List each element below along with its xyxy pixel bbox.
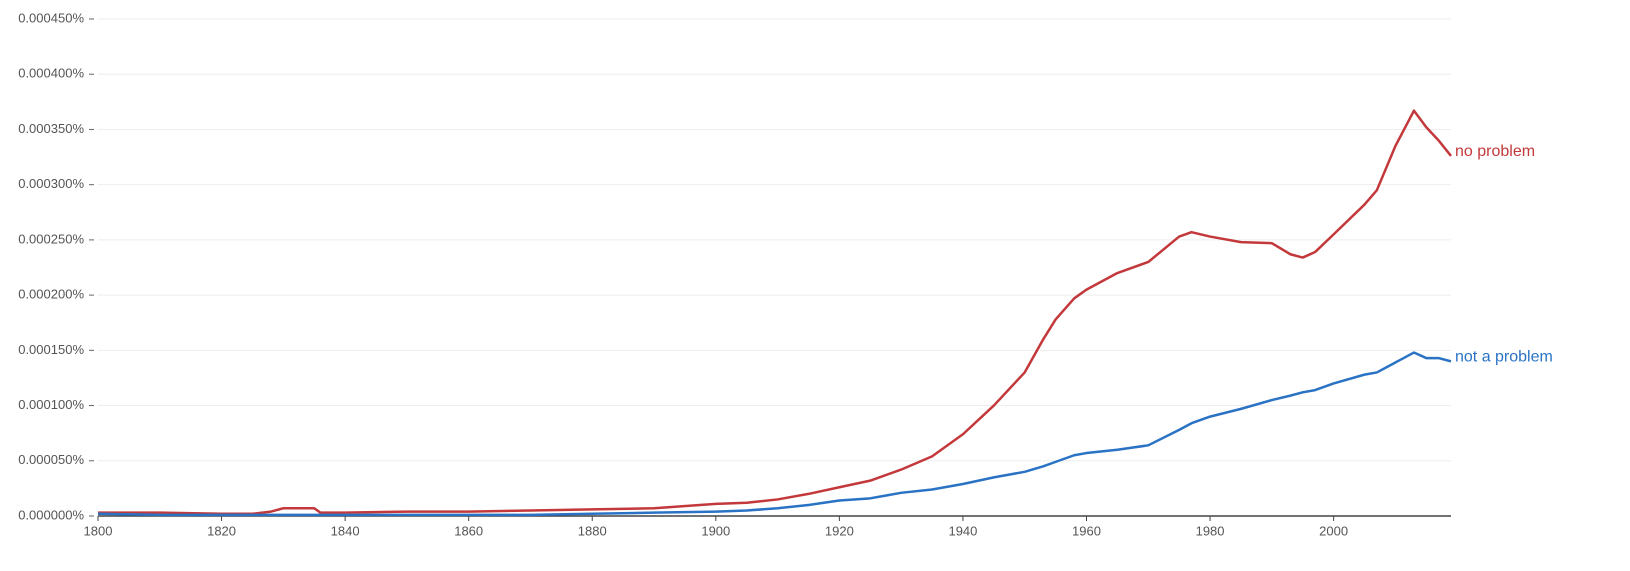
x-tick-label: 1960 — [1072, 523, 1101, 538]
series-label: no problem — [1455, 143, 1535, 160]
y-tick-label: 0.000000% — [18, 507, 84, 522]
y-tick-label: 0.000250% — [18, 231, 84, 246]
y-tick-label: 0.000150% — [18, 342, 84, 357]
y-tick-label: 0.000200% — [18, 287, 84, 302]
x-tick-label: 1920 — [825, 523, 854, 538]
y-tick-label: 0.000100% — [18, 397, 84, 412]
y-tick-label: 0.000450% — [18, 10, 84, 25]
y-tick-label: 0.000350% — [18, 121, 84, 136]
x-tick-label: 1820 — [207, 523, 236, 538]
y-tick-label: 0.000300% — [18, 176, 84, 191]
series-line — [98, 109, 1452, 516]
x-tick-label: 1900 — [701, 523, 730, 538]
x-tick-label: 1840 — [331, 523, 360, 538]
x-tick-label: 1860 — [454, 523, 483, 538]
series-line — [97, 351, 1452, 517]
y-tick-label: 0.000400% — [18, 66, 84, 81]
x-tick-label: 1880 — [578, 523, 607, 538]
x-tick-label: 1800 — [84, 523, 113, 538]
x-tick-label: 2000 — [1319, 523, 1348, 538]
x-tick-label: 1980 — [1196, 523, 1225, 538]
y-tick-label: 0.000050% — [18, 452, 84, 467]
series-label: not a problem — [1455, 349, 1553, 366]
x-tick-label: 1940 — [948, 523, 977, 538]
